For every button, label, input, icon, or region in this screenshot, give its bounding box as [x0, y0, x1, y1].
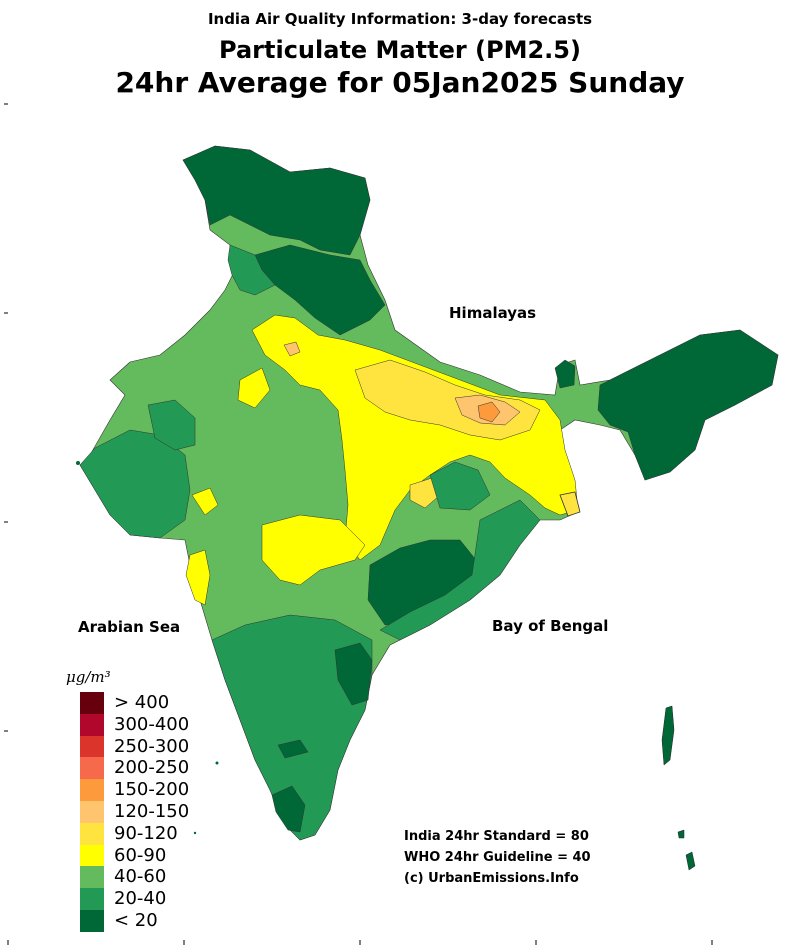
legend-label: 40-60	[114, 866, 167, 888]
legend-label: 60-90	[114, 844, 167, 866]
legend-swatch	[80, 844, 104, 867]
legend-label: > 400	[114, 692, 170, 713]
legend-item: 90-120	[66, 822, 178, 845]
legend-swatch	[80, 735, 104, 758]
legend-swatch	[80, 713, 104, 736]
legend-swatch	[80, 779, 104, 802]
karnataka-patch-region	[277, 739, 309, 759]
arabian-sea-label: Arabian Sea	[78, 618, 181, 636]
legend-item: 20-40	[66, 888, 166, 911]
bundelkhand-region	[409, 477, 441, 509]
legend-label: 90-120	[114, 822, 178, 844]
legend-swatch	[80, 800, 104, 823]
legend-item: 250-300	[66, 735, 189, 758]
patna-hotspot-region	[477, 401, 501, 423]
map-title: Particulate Matter (PM2.5)	[219, 36, 581, 64]
legend-label: 150-200	[114, 779, 190, 801]
legend-swatch	[80, 909, 104, 932]
kerala-south-region	[271, 785, 306, 833]
legend-item: 200-250	[66, 757, 189, 780]
legend-label: < 20	[114, 909, 158, 931]
legend-item: 120-150	[66, 800, 189, 823]
legend-rows: > 400 300-400 250-300 200-250 150-200 120-150…	[66, 692, 189, 932]
legend-swatch	[80, 866, 104, 889]
credit-note: (c) UrbanEmissions.Info	[404, 871, 579, 886]
maharashtra-coast-yellow-region	[185, 549, 211, 606]
sundarbans-region	[559, 491, 581, 517]
indo-gangetic-plain-region	[251, 314, 579, 561]
andaman-islands	[661, 705, 675, 766]
legend-swatch	[80, 822, 104, 845]
himalayas-label: Himalayas	[449, 304, 537, 322]
who-guideline-note: WHO 24hr Guideline = 40	[404, 850, 591, 865]
map-date-title: 24hr Average for 05Jan2025 Sunday	[115, 66, 685, 99]
legend-swatch	[80, 757, 104, 780]
south-india-region	[211, 614, 373, 841]
bay-of-bengal-label: Bay of Bengal	[492, 617, 609, 635]
north-kashmir-region	[182, 145, 371, 256]
gujarat-yellow-region	[191, 487, 219, 516]
legend-item: > 400	[66, 692, 169, 714]
jharkhand-region	[429, 461, 491, 511]
legend-label: 20-40	[114, 888, 167, 910]
legend-unit-label: μg/m³	[66, 668, 111, 686]
delhi-region	[283, 341, 301, 357]
legend-item: 40-60	[66, 866, 166, 889]
standards-notes: India 24hr Standard = 80 WHO 24hr Guidel…	[404, 826, 591, 889]
kutch-islet	[76, 461, 80, 465]
nicobar-islands	[685, 851, 696, 871]
lakshadweep-island	[215, 761, 219, 765]
legend-swatch	[80, 888, 104, 911]
central-yellow-region	[261, 514, 366, 586]
india-standard-note: India 24hr Standard = 80	[404, 829, 589, 844]
legend-label: 120-150	[114, 800, 190, 822]
legend-item: 300-400	[66, 713, 189, 736]
legend-label: 200-250	[114, 757, 190, 779]
sikkim-region	[554, 359, 576, 389]
legend-item: 60-90	[66, 844, 166, 867]
legend-item: 150-200	[66, 779, 189, 802]
east-coast-region	[379, 499, 541, 641]
legend-label: 250-300	[114, 735, 190, 757]
kutch-region	[79, 429, 191, 539]
nicobar-islet	[677, 829, 685, 839]
rajasthan-yellow-region	[237, 367, 271, 409]
legend-swatch	[80, 692, 104, 714]
legend-label: 300-400	[114, 713, 190, 735]
color-legend: μg/m³ > 400 300-400 250-300 200-250 150-200 1…	[66, 668, 189, 932]
legend-item: < 20	[66, 909, 158, 932]
northeast-region	[597, 329, 779, 481]
andhra-coast-region	[334, 642, 373, 706]
rajasthan-west-region	[147, 399, 196, 451]
lakshadweep-island	[193, 831, 197, 835]
punjab-region	[227, 244, 276, 296]
supertitle: India Air Quality Information: 3-day for…	[207, 10, 593, 28]
